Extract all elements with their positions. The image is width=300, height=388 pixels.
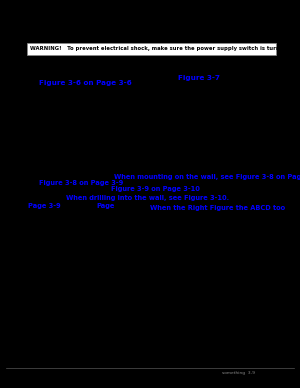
Text: WARNING!   To prevent electrical shock, make sure the power supply switch is tur: WARNING! To prevent electrical shock, ma… <box>30 47 300 51</box>
Text: When the Right Figure the ABCD too: When the Right Figure the ABCD too <box>150 205 285 211</box>
Text: Page 3-9: Page 3-9 <box>28 203 61 209</box>
Text: Figure 3-9 on Page 3-10: Figure 3-9 on Page 3-10 <box>111 186 200 192</box>
Text: Figure 3-8 on Page 3-9: Figure 3-8 on Page 3-9 <box>39 180 123 186</box>
Text: Figure 3-6 on Page 3-6: Figure 3-6 on Page 3-6 <box>39 80 132 87</box>
Text: something  3-9: something 3-9 <box>222 371 255 375</box>
Text: When drilling into the wall, see Figure 3-10.: When drilling into the wall, see Figure … <box>66 195 229 201</box>
FancyBboxPatch shape <box>27 43 276 55</box>
Text: When mounting on the wall, see Figure 3-8 on Page 3-9.: When mounting on the wall, see Figure 3-… <box>114 173 300 180</box>
Text: Figure 3-7: Figure 3-7 <box>178 74 220 81</box>
Text: Page: Page <box>96 203 114 209</box>
